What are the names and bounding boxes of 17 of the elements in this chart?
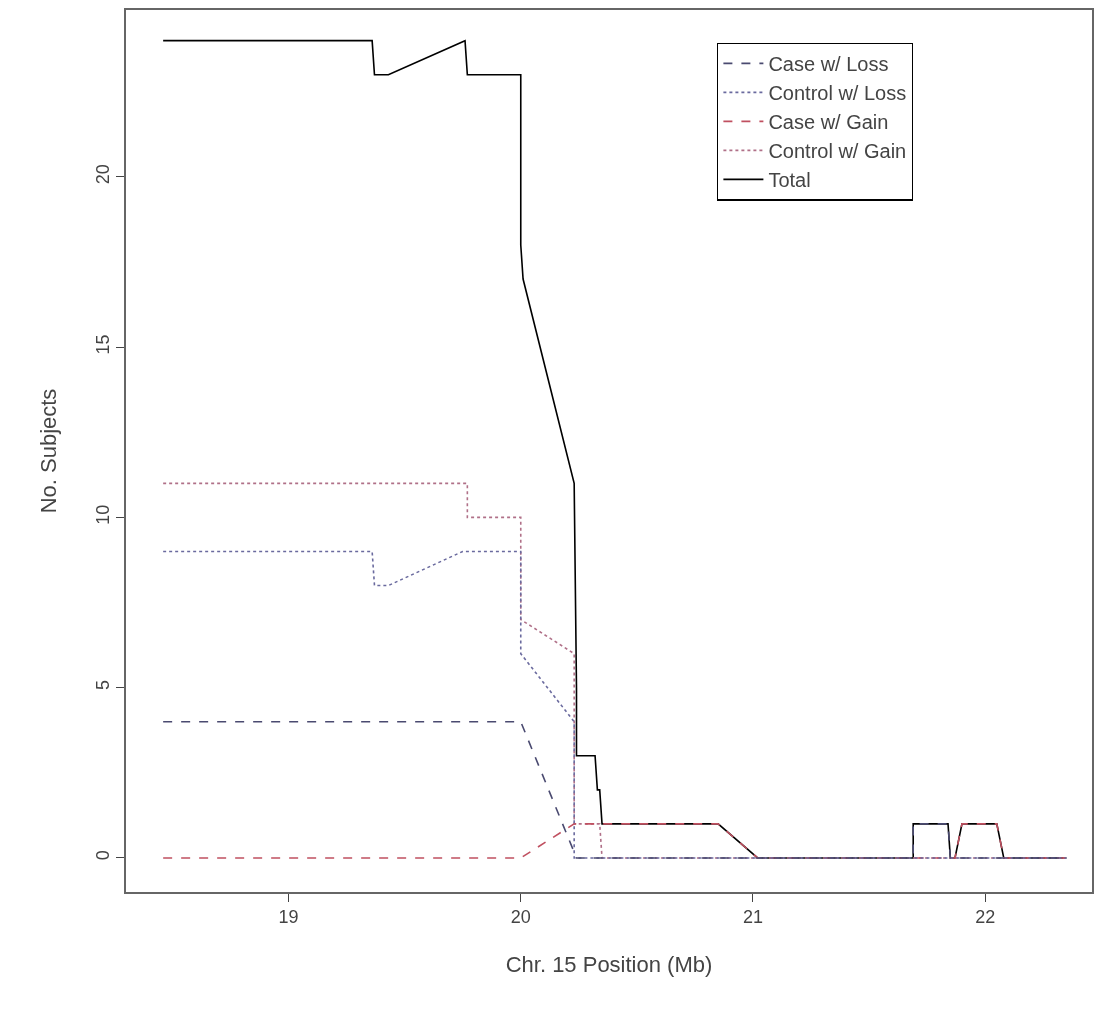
legend-label: Case w/ Gain (768, 111, 889, 134)
line-series (162, 550, 1068, 859)
y-tick-label: 0 (93, 850, 114, 861)
x-axis-title: Chr. 15 Position (Mb) (505, 951, 713, 977)
x-tick-label: 19 (278, 907, 299, 928)
x-tick-label: 20 (510, 907, 531, 928)
legend-label: Total (768, 169, 811, 192)
y-axis-title: No. Subjects (36, 388, 62, 514)
y-tick-label: 15 (93, 334, 114, 355)
y-tick-label: 5 (93, 679, 114, 690)
x-tick-label: 21 (742, 907, 763, 928)
legend-label: Case w/ Loss (768, 53, 889, 76)
x-tick-label: 22 (975, 907, 996, 928)
legend-label: Control w/ Loss (768, 82, 907, 105)
y-tick-label: 20 (93, 164, 114, 185)
y-tick-label: 10 (93, 504, 114, 525)
legend-label: Control w/ Gain (768, 140, 907, 163)
